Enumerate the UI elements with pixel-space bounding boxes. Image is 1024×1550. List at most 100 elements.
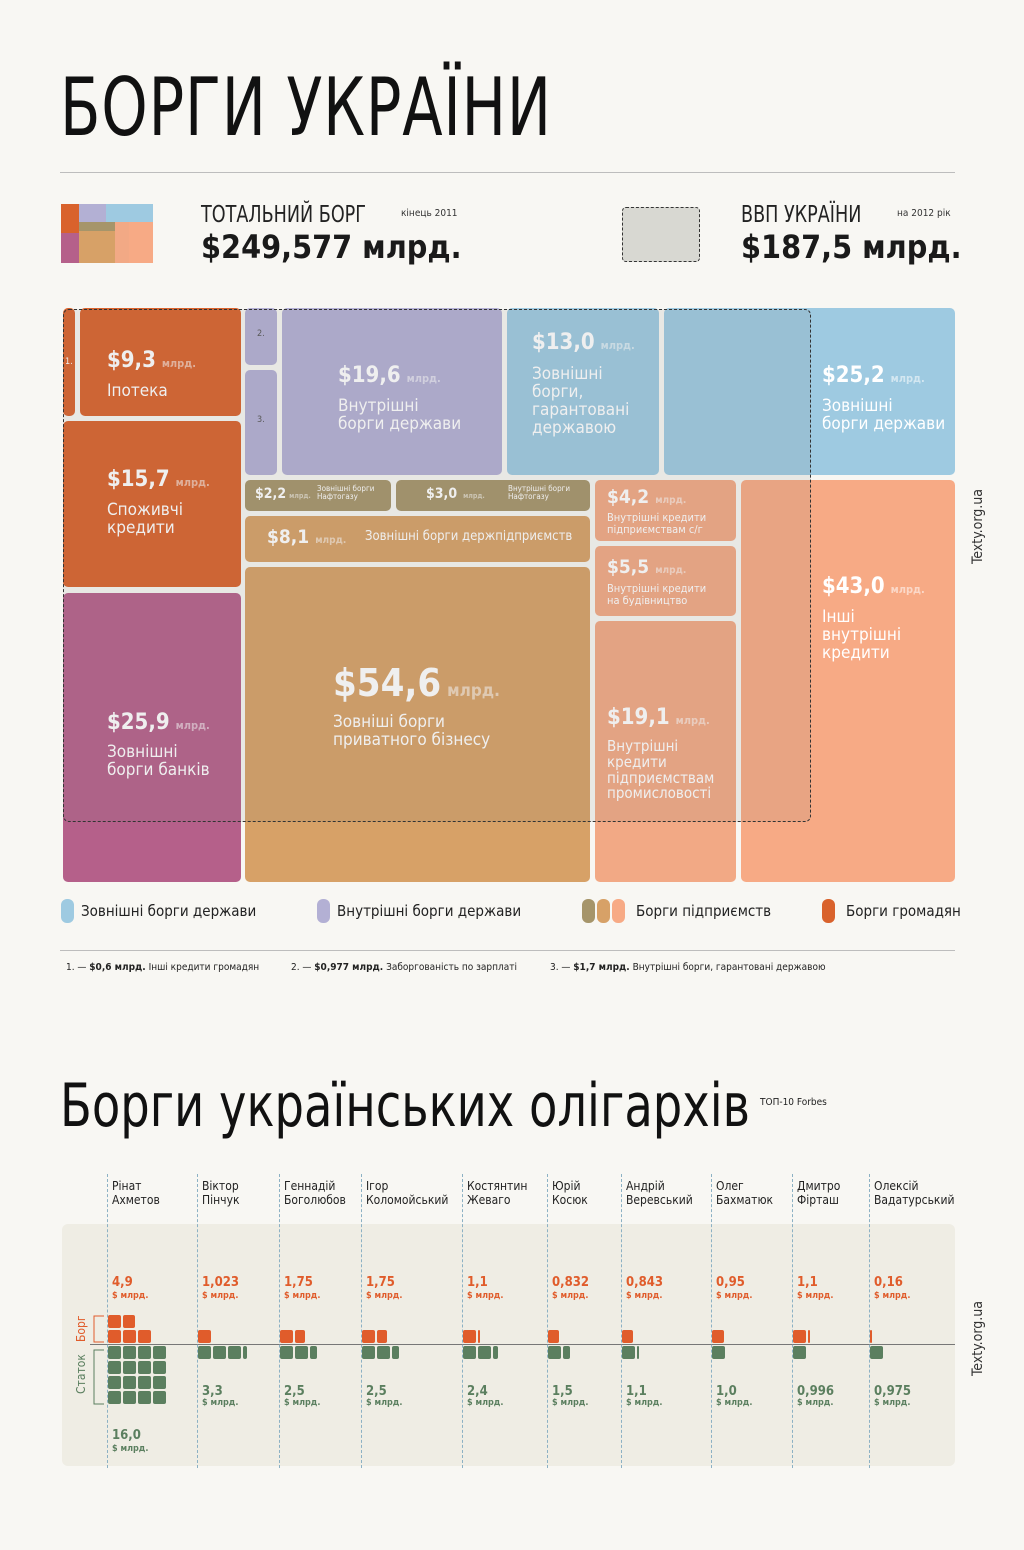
- cell-value: $43,0: [822, 574, 885, 599]
- balance-unit-square: [870, 1346, 883, 1359]
- balance-unit-square: [463, 1346, 476, 1359]
- column-divider: [792, 1174, 793, 1468]
- debt-unit-square: [622, 1330, 633, 1343]
- oligarch-name: Олексій Вадатурський: [874, 1179, 955, 1207]
- cell-value: $25,2: [822, 363, 885, 388]
- balance-unit: $ млрд.: [284, 1398, 321, 1408]
- legend-label: Внутрішні борги держави: [337, 902, 522, 920]
- treemap-cell-private-business-external: $54,6 млрд. Зовніші борги приватного бізн…: [245, 567, 590, 882]
- debt-unit-square: [377, 1330, 387, 1343]
- oligarch-name: Дмитро Фірташ: [797, 1179, 841, 1207]
- treemap-thumbnail-icon: [61, 204, 153, 263]
- debt-unit: $ млрд.: [874, 1291, 911, 1301]
- debt-unit-square: [362, 1330, 375, 1343]
- gdp-note: на 2012 рік: [897, 208, 951, 219]
- page-title: БОРГИ УКРАЇНИ: [60, 61, 552, 154]
- balance-unit-square: [548, 1346, 561, 1359]
- debt-value: 0,95: [716, 1275, 745, 1290]
- legend-state-internal: Внутрішні борги держави: [317, 899, 521, 923]
- cell-unit: млрд.: [406, 372, 441, 385]
- oligarch-name: Віктор Пінчук: [202, 1179, 240, 1207]
- debt-balance-axis: [90, 1344, 955, 1345]
- treemap-cell-other-citizen-credit: 1.: [63, 308, 75, 416]
- balance-unit: $ млрд.: [112, 1444, 149, 1454]
- treemap-cell-state-external-debt: $25,2 млрд. Зовнішні борги держави: [664, 308, 955, 475]
- debt-unit-square: [198, 1330, 211, 1343]
- treemap-cell-mortgage: $9,3 млрд. Іпотека: [80, 308, 241, 416]
- legend-citizens: Борги громадян: [822, 899, 961, 923]
- balance-unit-square: [228, 1346, 241, 1359]
- debt-value: 1,1: [797, 1275, 818, 1290]
- balance-unit-square: [280, 1346, 293, 1359]
- balance-unit-square: [563, 1346, 570, 1359]
- debt-unit: $ млрд.: [626, 1291, 663, 1301]
- debt-value: 1,1: [467, 1275, 488, 1290]
- cell-label: Внутрішні борги Нафтогазу: [508, 484, 571, 502]
- treemap-cell-agri-credit: $4,2 млрд. Внутрішні кредити підприємства…: [595, 480, 736, 541]
- debt-unit-square: [123, 1330, 136, 1343]
- cell-unit: млрд.: [890, 583, 925, 596]
- column-divider: [462, 1174, 463, 1468]
- debt-unit: $ млрд.: [797, 1291, 834, 1301]
- legend-label: Борги підприємств: [636, 902, 772, 920]
- cell-label: Внутрішні кредити підприємствам промисло…: [607, 737, 715, 803]
- legend-label: Борги громадян: [846, 902, 961, 920]
- oligarch-name: Рінат Ахметов: [112, 1179, 160, 1207]
- debt-unit: $ млрд.: [467, 1291, 504, 1301]
- debt-unit-square: [870, 1330, 872, 1343]
- debt-value: 1,75: [284, 1275, 313, 1290]
- balance-unit-square: [108, 1346, 121, 1359]
- cell-unit: млрд.: [161, 357, 197, 370]
- balance-unit-square: [213, 1346, 226, 1359]
- balance-unit: $ млрд.: [552, 1398, 589, 1408]
- balance-unit: $ млрд.: [626, 1398, 663, 1408]
- balance-value: 0,996: [797, 1384, 834, 1399]
- cell-value: $15,7: [107, 467, 170, 492]
- balance-unit: $ млрд.: [366, 1398, 403, 1408]
- balance-unit-square: [153, 1376, 166, 1389]
- cell-unit: млрд.: [315, 535, 347, 546]
- cell-value: $2,2: [255, 486, 287, 502]
- column-divider: [711, 1174, 712, 1468]
- balance-unit-square: [108, 1376, 121, 1389]
- cell-label: Зовнішні борги держпідприємств: [365, 529, 573, 544]
- balance-value: 3,3: [202, 1384, 223, 1399]
- balance-value: 0,975: [874, 1384, 911, 1399]
- debt-value: 4,9: [112, 1275, 133, 1290]
- balance-unit-square: [123, 1376, 136, 1389]
- legend-label: Зовнішні борги держави: [81, 902, 257, 920]
- column-divider: [279, 1174, 280, 1468]
- debt-unit-square: [463, 1330, 476, 1343]
- balance-unit-square: [295, 1346, 308, 1359]
- small-cell-label: 3.: [257, 415, 265, 425]
- balance-unit-square: [493, 1346, 498, 1359]
- gdp-label: ВВП УКРАЇНИ: [741, 202, 862, 228]
- credit-text-2: Texty.org.ua: [970, 1301, 986, 1376]
- total-debt-value: $249,577 млрд.: [201, 228, 462, 266]
- balance-unit-square: [123, 1391, 136, 1404]
- balance-unit-square: [108, 1361, 121, 1374]
- balance-unit: $ млрд.: [716, 1398, 753, 1408]
- legend-state-external: Зовнішні борги держави: [61, 899, 256, 923]
- cell-unit: млрд.: [600, 339, 635, 352]
- debt-value: 1,023: [202, 1275, 239, 1290]
- footnote-3: 3. — $1,7 млрд. Внутрішні борги, гаранто…: [550, 962, 826, 973]
- cell-unit: млрд.: [175, 476, 210, 489]
- debt-unit: $ млрд.: [284, 1291, 321, 1301]
- balance-value: 16,0: [112, 1428, 141, 1443]
- column-divider: [621, 1174, 622, 1468]
- balance-unit: $ млрд.: [202, 1398, 239, 1408]
- balance-value: 1,1: [626, 1384, 647, 1399]
- balance-unit-square: [123, 1361, 136, 1374]
- small-cell-label: 1.: [65, 357, 73, 367]
- balance-unit-square: [362, 1346, 375, 1359]
- cell-label: Інші внутрішні кредити: [822, 607, 902, 663]
- treemap-cell-state-enterprises: $8,1 млрд. Зовнішні борги держпідприємств: [245, 516, 590, 562]
- balance-unit: $ млрд.: [797, 1398, 834, 1408]
- oligarch-name: Олег Бахматюк: [716, 1179, 774, 1207]
- treemap-cell-wage-arrears: 2.: [245, 308, 277, 365]
- treemap-cell-industry-credit: $19,1 млрд. Внутрішні кредити підприємств…: [595, 621, 736, 882]
- balance-unit-square: [138, 1391, 151, 1404]
- oligarchs-chart-band: [62, 1224, 955, 1466]
- cell-unit: млрд.: [655, 495, 687, 506]
